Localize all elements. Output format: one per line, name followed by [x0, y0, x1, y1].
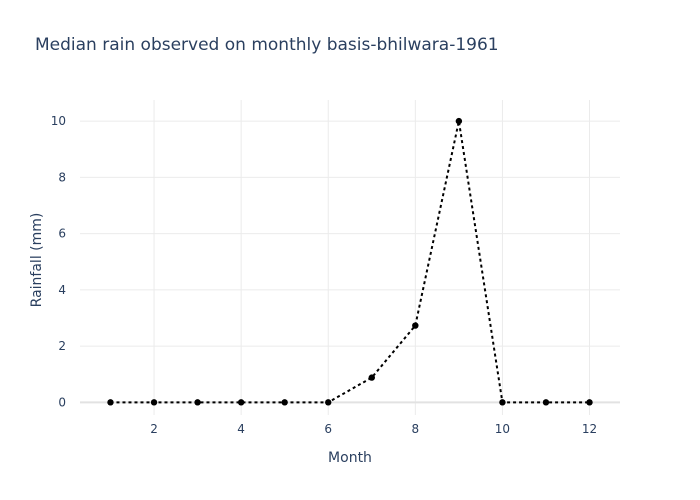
data-point-12[interactable]: [586, 399, 593, 406]
data-point-11[interactable]: [542, 399, 550, 406]
y-tick-label-2: 2: [58, 339, 66, 353]
series-line-0: [110, 120, 590, 404]
data-point-10[interactable]: [499, 399, 506, 406]
x-tick-label-6: 6: [324, 422, 332, 436]
x-tick-label-2: 2: [150, 422, 158, 436]
data-point-6[interactable]: [325, 399, 332, 406]
y-tick-label-6: 6: [58, 227, 66, 241]
data-point-1[interactable]: [107, 399, 114, 406]
tick-layer: 2 4 6 8 10 12 0 2 4 6 8 10: [51, 114, 597, 436]
y-tick-label-4: 4: [58, 283, 66, 297]
y-tick-label-8: 8: [58, 170, 66, 184]
x-axis-label: Month: [328, 450, 372, 466]
x-tick-label-10: 10: [495, 422, 510, 436]
series-layer: [107, 117, 593, 406]
data-point-2[interactable]: [150, 399, 158, 406]
x-tick-label-12: 12: [582, 422, 597, 436]
data-point-9[interactable]: [455, 117, 463, 125]
chart-title: Median rain observed on monthly basis-bh…: [35, 35, 499, 55]
grid-layer: [80, 100, 620, 415]
y-axis-label: Rainfall (mm): [29, 213, 45, 308]
data-point-5[interactable]: [281, 399, 288, 406]
data-point-4[interactable]: [237, 399, 245, 406]
x-tick-label-8: 8: [412, 422, 420, 436]
data-point-3[interactable]: [194, 399, 201, 406]
y-tick-label-0: 0: [58, 395, 66, 409]
y-tick-label-10: 10: [51, 114, 66, 128]
data-point-8[interactable]: [412, 322, 419, 329]
x-tick-label-4: 4: [237, 422, 245, 436]
data-point-7[interactable]: [368, 374, 375, 381]
